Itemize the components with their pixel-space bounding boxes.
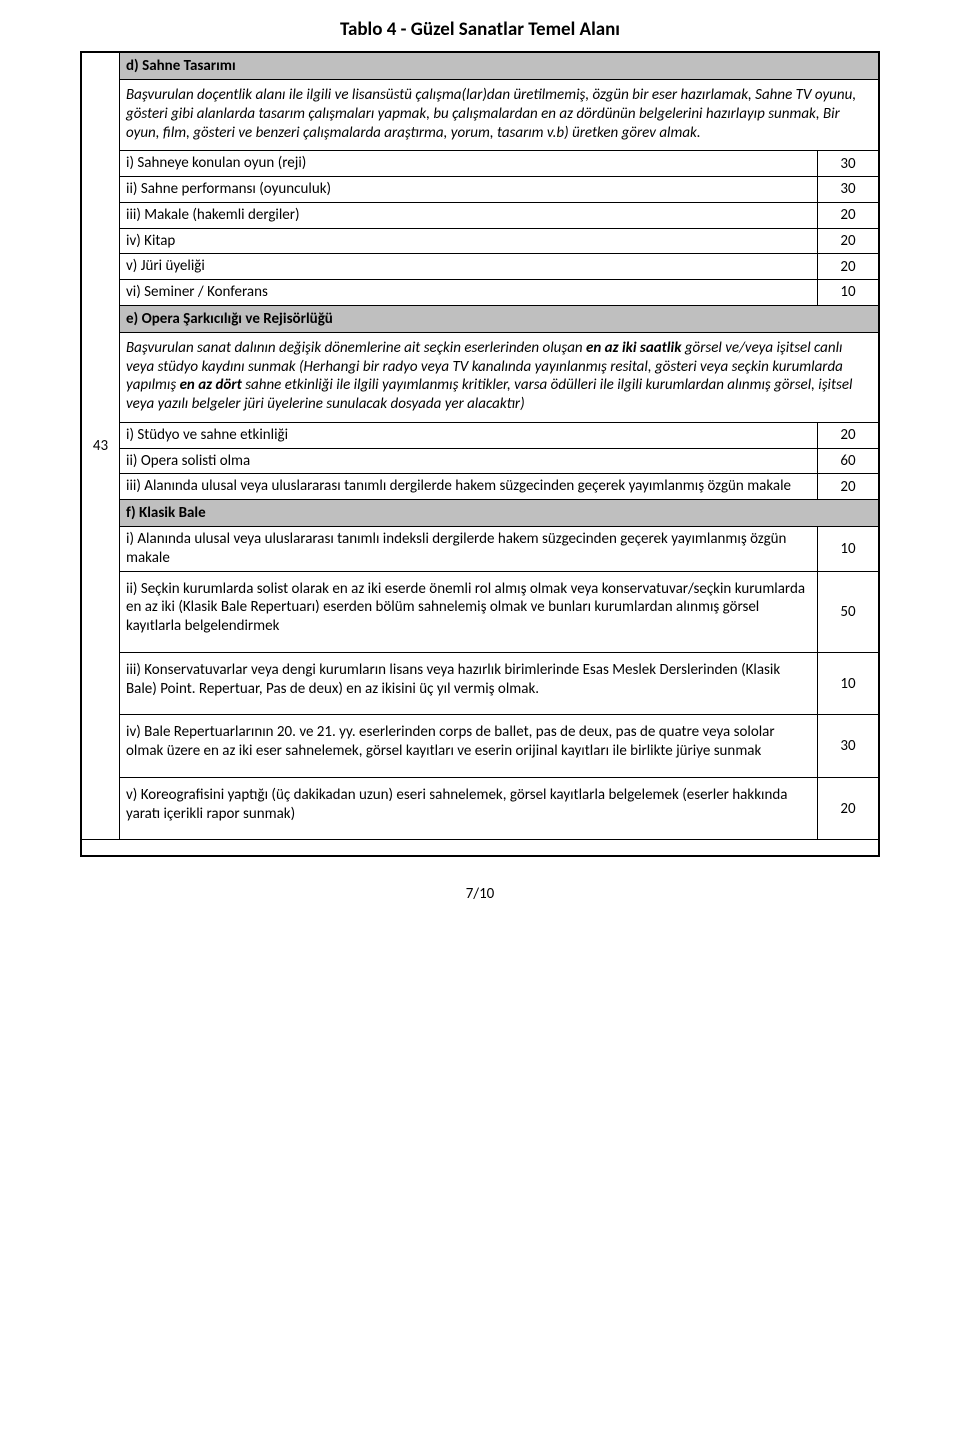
row-label: i) Sahneye konulan oyun (reji) [120,151,818,176]
row-label: iii) Alanında ulusal veya uluslararası t… [120,474,818,499]
row-label: i) Stüdyo ve sahne etkinliği [120,423,818,448]
para-text: Başvurulan sanat dalının değişik dönemle… [126,339,586,357]
row-label: ii) Opera solisti olma [120,449,818,474]
table-row: iii) Makale (hakemli dergiler) 20 [120,203,878,229]
table-row: iii) Konservatuvarlar veya dengi kurumla… [120,653,878,716]
row-value: 20 [818,229,878,254]
row-number-cell: 43 [82,53,120,839]
table-row: iv) Kitap 20 [120,229,878,255]
table-row: v) Jüri üyeliği 20 [120,254,878,280]
row-value: 60 [818,449,878,474]
table-row: i) Stüdyo ve sahne etkinliği 20 [120,423,878,449]
row-value: 30 [818,177,878,202]
row-label: iv) Kitap [120,229,818,254]
row-value: 20 [818,254,878,279]
row-value: 10 [818,527,878,571]
row-value: 30 [818,715,878,777]
row-value: 20 [818,423,878,448]
row-label: vi) Seminer / Konferans [120,280,818,305]
row-label: v) Koreografisini yaptığı (üç dakikadan … [120,778,818,840]
row-label: iv) Bale Repertuarlarının 20. ve 21. yy.… [120,715,818,777]
row-label: iii) Makale (hakemli dergiler) [120,203,818,228]
row-value: 50 [818,572,878,652]
table-row: vi) Seminer / Konferans 10 [120,280,878,306]
table-row: i) Sahneye konulan oyun (reji) 30 [120,151,878,177]
table-footer-blank [80,839,880,857]
table-row: ii) Seçkin kurumlarda solist olarak en a… [120,572,878,653]
row-number: 43 [93,437,108,455]
page: Tablo 4 - Güzel Sanatlar Temel Alanı 43 … [0,0,960,923]
section-d-paragraph: Başvurulan doçentlik alanı ile ilgili ve… [120,80,878,151]
table-row: i) Alanında ulusal veya uluslararası tan… [120,527,878,572]
row-label: iii) Konservatuvarlar veya dengi kurumla… [120,653,818,715]
row-value: 10 [818,653,878,715]
para-bold: en az dört [180,376,242,394]
row-value: 20 [818,778,878,840]
table-row: ii) Opera solisti olma 60 [120,449,878,475]
section-d-header: d) Sahne Tasarımı [120,53,878,80]
row-value: 30 [818,151,878,176]
row-label: ii) Seçkin kurumlarda solist olarak en a… [120,572,818,652]
table-outer: 43 d) Sahne Tasarımı Başvurulan doçentli… [80,51,880,839]
table-row: v) Koreografisini yaptığı (üç dakikadan … [120,778,878,840]
section-e-paragraph: Başvurulan sanat dalının değişik dönemle… [120,333,878,423]
page-number: 7/10 [80,885,880,903]
row-value: 10 [818,280,878,305]
section-e-header: e) Opera Şarkıcılığı ve Rejisörlüğü [120,306,878,333]
content-column: d) Sahne Tasarımı Başvurulan doçentlik a… [120,53,878,839]
table-row: iii) Alanında ulusal veya uluslararası t… [120,474,878,500]
page-title: Tablo 4 - Güzel Sanatlar Temel Alanı [80,18,880,41]
table-row: iv) Bale Repertuarlarının 20. ve 21. yy.… [120,715,878,778]
row-label: i) Alanında ulusal veya uluslararası tan… [120,527,818,571]
row-value: 20 [818,203,878,228]
row-value: 20 [818,474,878,499]
para-bold: en az iki saatlik [586,339,681,357]
row-label: ii) Sahne performansı (oyunculuk) [120,177,818,202]
row-label: v) Jüri üyeliği [120,254,818,279]
table-row: ii) Sahne performansı (oyunculuk) 30 [120,177,878,203]
section-f-header: f) Klasik Bale [120,500,878,527]
